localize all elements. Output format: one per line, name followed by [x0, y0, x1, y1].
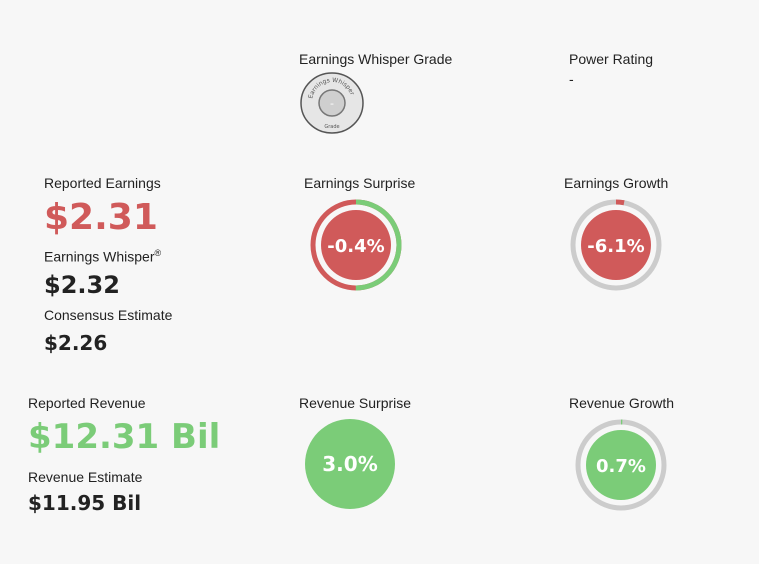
earnings-whisper-value: $2.32	[44, 271, 120, 299]
reported-revenue-label: Reported Revenue	[28, 395, 146, 411]
revenue-growth-title: Revenue Growth	[569, 395, 675, 411]
earnings-surprise-gauge: -0.4%	[308, 197, 404, 293]
registered-mark: ®	[154, 248, 162, 258]
revenue-estimate-label: Revenue Estimate	[28, 469, 143, 485]
power-rating-value: -	[569, 71, 574, 87]
reported-earnings-label: Reported Earnings	[44, 175, 161, 191]
revenue-surprise-disc	[305, 419, 395, 509]
revenue-surprise-title: Revenue Surprise	[299, 395, 412, 411]
earnings-growth-title: Earnings Growth	[564, 175, 669, 191]
grade-seal: Earnings Whisper - Grade	[300, 72, 366, 139]
grade-value: -	[330, 97, 334, 110]
grade-seal-sub: Grade	[324, 124, 339, 130]
reported-earnings-value: $2.31	[44, 197, 158, 238]
earnings-growth-progress	[570, 199, 662, 291]
reported-revenue-value: $12.31 Bil	[28, 417, 221, 457]
revenue-surprise-gauge: 3.0%	[304, 418, 396, 510]
power-rating-title: Power Rating	[569, 51, 654, 67]
consensus-estimate-value: $2.26	[44, 331, 108, 355]
revenue-surprise-value: 3.0%	[322, 452, 377, 476]
earnings-whisper-label: Earnings Whisper®	[44, 248, 162, 265]
earnings-surprise-value: -0.4%	[327, 236, 384, 257]
earnings-surprise-progress	[310, 199, 402, 291]
revenue-growth-value: 0.7%	[596, 456, 646, 477]
revenue-growth-progress	[575, 419, 667, 511]
earnings-surprise-title: Earnings Surprise	[304, 175, 416, 191]
earnings-growth-value: -6.1%	[587, 236, 644, 257]
consensus-estimate-label: Consensus Estimate	[44, 307, 173, 323]
earnings-growth-gauge: -6.1%	[568, 197, 664, 293]
revenue-estimate-value: $11.95 Bil	[28, 491, 142, 515]
grade-title: Earnings Whisper Grade	[299, 51, 453, 67]
revenue-growth-gauge: 0.7%	[573, 417, 669, 513]
